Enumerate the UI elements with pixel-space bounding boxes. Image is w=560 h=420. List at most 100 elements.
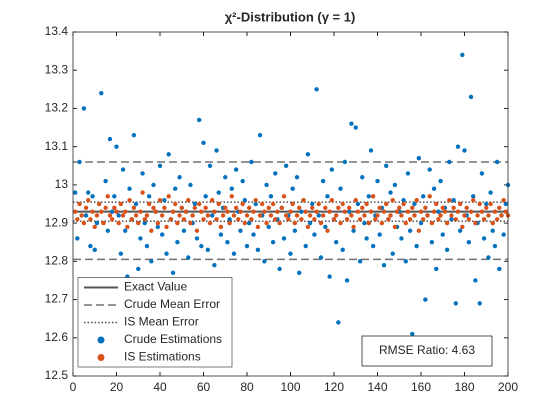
- data-point: [447, 159, 452, 165]
- data-point: [312, 217, 317, 222]
- data-point: [273, 171, 278, 176]
- data-point: [159, 213, 165, 218]
- data-point: [199, 209, 204, 214]
- y-tick-label: 12.5: [45, 368, 69, 382]
- data-point: [142, 220, 147, 226]
- data-point: [412, 213, 417, 218]
- data-point: [355, 209, 361, 214]
- data-point: [109, 209, 115, 214]
- data-point: [444, 247, 450, 253]
- data-point: [210, 197, 215, 203]
- data-point: [471, 194, 476, 199]
- data-point: [123, 209, 128, 214]
- data-point: [231, 251, 237, 256]
- data-point: [468, 209, 474, 214]
- x-tick-label: 60: [197, 380, 211, 394]
- y-tick-label: 12.7: [45, 292, 69, 306]
- data-point: [112, 194, 117, 199]
- data-point: [196, 201, 202, 207]
- data-point: [414, 197, 419, 203]
- legend-box: [77, 277, 233, 368]
- data-point: [236, 217, 241, 222]
- data-point: [231, 213, 237, 218]
- data-point: [318, 220, 324, 226]
- data-point: [146, 194, 152, 199]
- data-point: [212, 262, 217, 268]
- data-point: [331, 217, 337, 222]
- data-point: [281, 194, 287, 199]
- data-point: [192, 201, 197, 207]
- data-point: [429, 220, 435, 226]
- data-point: [423, 205, 428, 211]
- data-point: [181, 228, 187, 233]
- data-point: [103, 178, 108, 184]
- data-point: [94, 213, 100, 218]
- data-point: [223, 175, 228, 180]
- data-point: [207, 163, 213, 168]
- data-point: [99, 90, 104, 96]
- data-point: [318, 255, 324, 260]
- data-point: [144, 243, 150, 249]
- data-point: [297, 205, 302, 211]
- data-point: [336, 205, 341, 211]
- data-point: [238, 228, 243, 233]
- data-point: [344, 278, 350, 283]
- data-point: [353, 125, 358, 130]
- data-point: [107, 136, 113, 142]
- data-point: [205, 247, 211, 253]
- data-point: [377, 232, 382, 237]
- data-point: [168, 217, 174, 222]
- data-point: [490, 220, 495, 226]
- chart-title: χ²-Distribution (γ = 1): [225, 9, 356, 24]
- data-point: [164, 224, 169, 230]
- data-point: [449, 217, 454, 222]
- data-point: [201, 140, 206, 146]
- data-point: [466, 217, 472, 222]
- data-point: [290, 201, 295, 207]
- data-point: [279, 205, 284, 211]
- data-point: [90, 194, 95, 199]
- data-point: [212, 209, 217, 214]
- data-point: [388, 213, 393, 218]
- data-point: [455, 209, 461, 214]
- data-point: [329, 197, 335, 203]
- data-point: [118, 251, 124, 256]
- data-point: [138, 209, 143, 214]
- data-point: [144, 213, 150, 218]
- data-point: [307, 213, 313, 218]
- data-point: [405, 171, 411, 176]
- data-point: [120, 167, 126, 172]
- data-point: [83, 213, 89, 218]
- data-point: [444, 220, 450, 226]
- data-point: [153, 209, 158, 214]
- data-point: [242, 220, 248, 226]
- data-point: [157, 163, 163, 168]
- data-point: [447, 197, 452, 203]
- data-point: [429, 240, 435, 245]
- data-point: [262, 259, 267, 264]
- data-point: [257, 213, 263, 218]
- data-point: [75, 236, 80, 241]
- data-point: [390, 251, 395, 256]
- data-point: [457, 228, 463, 233]
- data-point: [238, 209, 243, 214]
- data-point: [434, 266, 439, 272]
- data-point: [99, 209, 104, 214]
- y-tick-label: 12.9: [45, 215, 69, 229]
- data-point: [118, 201, 124, 207]
- data-point: [492, 243, 498, 249]
- data-point: [86, 190, 91, 195]
- data-point: [218, 224, 224, 230]
- x-tick-label: 80: [240, 380, 254, 394]
- data-point: [403, 259, 408, 264]
- data-point: [462, 148, 467, 153]
- data-point: [264, 220, 269, 226]
- data-point: [405, 209, 411, 214]
- data-point: [453, 301, 458, 306]
- data-point: [283, 213, 289, 218]
- data-point: [223, 205, 228, 211]
- data-point: [207, 220, 213, 226]
- data-point: [310, 205, 315, 211]
- data-point: [266, 205, 271, 211]
- data-point: [451, 197, 456, 203]
